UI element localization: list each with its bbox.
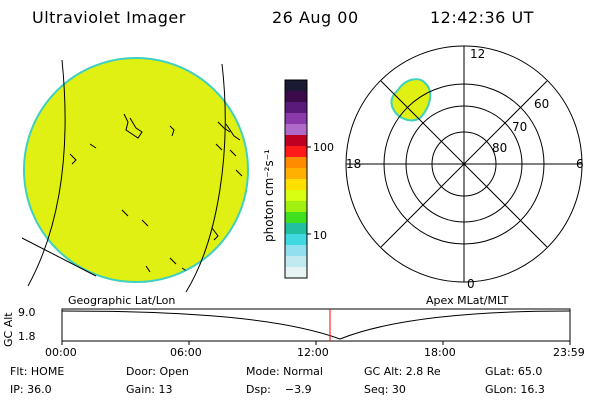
colorbar-band	[285, 201, 307, 213]
right-panel-caption: Apex MLat/MLT	[426, 294, 509, 307]
geographic-image	[21, 57, 249, 293]
colorbar-band	[285, 91, 307, 103]
timeline-xtick-1800: 18:00	[424, 346, 456, 359]
meta-seq: Seq: 30	[364, 383, 406, 396]
timeline-xtick-0600: 06:00	[170, 346, 202, 359]
timeline-xtick-0000: 00:00	[45, 346, 77, 359]
meta-dsp: Dsp: −3.9	[246, 383, 312, 396]
colorbar-band	[285, 124, 307, 136]
colorbar-tick-10: 10	[313, 229, 327, 242]
colorbar-band	[285, 245, 307, 257]
meta-gc-alt: GC Alt: 2.8 Re	[364, 365, 441, 378]
meta-flt: Flt: HOME	[10, 365, 65, 378]
mlt-label-6: 6	[576, 157, 584, 171]
left-panel-caption: Geographic Lat/Lon	[68, 294, 176, 307]
polar-plot	[345, 45, 583, 283]
time-label: 12:42:36 UT	[430, 8, 534, 27]
mlt-label-12: 12	[470, 47, 486, 61]
lat-lon-grid	[21, 59, 226, 293]
colorbar-band	[285, 146, 307, 158]
colorbar-unit: photon cm⁻²s⁻¹	[262, 149, 276, 242]
meta-mode: Mode: Normal	[246, 365, 323, 378]
meta-ip: IP: 36.0	[10, 383, 52, 396]
colorbar-band	[285, 102, 307, 114]
colorbar-band	[285, 212, 307, 224]
colorbar-band	[285, 190, 307, 202]
colorbar-band	[285, 267, 307, 279]
meta-door: Door: Open	[126, 365, 189, 378]
colorbar-band	[285, 135, 307, 147]
mlt-label-18: 18	[346, 157, 362, 171]
meta-glon: GLon: 16.3	[485, 383, 545, 396]
colorbar	[284, 79, 311, 279]
colorbar-band	[285, 80, 307, 92]
mlat-label-80: 80	[492, 141, 508, 155]
meta-glat: GLat: 65.0	[485, 365, 543, 378]
colorbar-band	[285, 113, 307, 125]
timeline-ylabel: GC Alt	[2, 312, 15, 347]
colorbar-band	[285, 256, 307, 268]
colorbar-band	[285, 234, 307, 246]
meta-gain: Gain: 13	[126, 383, 173, 396]
mlat-label-70: 70	[512, 120, 528, 134]
instrument-title: Ultraviolet Imager	[32, 8, 186, 27]
colorbar-band	[285, 179, 307, 191]
mlt-label-0: 0	[467, 277, 475, 291]
timeline-xtick-1200: 12:00	[297, 346, 329, 359]
timeline-ytick-bottom: 1.8	[18, 330, 36, 343]
timeline-ytick-top: 9.0	[18, 306, 36, 319]
altitude-timeline	[61, 308, 571, 345]
colorbar-band	[285, 157, 307, 169]
auroral-patch	[390, 78, 432, 122]
auroral-disk	[23, 57, 249, 283]
colorbar-band	[285, 168, 307, 180]
mlat-label-60: 60	[534, 97, 550, 111]
date-label: 26 Aug 00	[272, 8, 359, 27]
colorbar-tick-100: 100	[313, 141, 334, 154]
colorbar-band	[285, 223, 307, 235]
timeline-xtick-2359: 23:59	[553, 346, 585, 359]
